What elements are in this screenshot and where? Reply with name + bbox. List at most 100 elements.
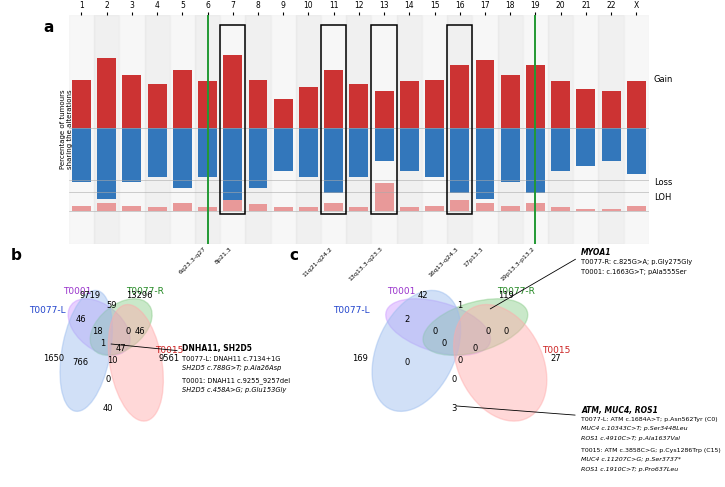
Bar xyxy=(425,128,444,177)
Bar xyxy=(598,15,624,244)
Ellipse shape xyxy=(454,304,547,421)
Bar xyxy=(476,60,494,128)
Ellipse shape xyxy=(60,290,112,412)
Bar xyxy=(627,206,646,211)
Text: ROS1 c.4910C>T; p.Ala1637Val: ROS1 c.4910C>T; p.Ala1637Val xyxy=(581,435,680,441)
Bar xyxy=(576,89,595,128)
Bar xyxy=(198,81,217,128)
Text: 2: 2 xyxy=(405,316,410,324)
Text: T0001: T0001 xyxy=(63,287,91,296)
Bar xyxy=(497,15,523,244)
Text: LOH: LOH xyxy=(654,193,671,202)
Bar xyxy=(123,128,141,183)
Bar xyxy=(223,200,242,211)
Text: T0077-L: T0077-L xyxy=(29,306,66,315)
Bar xyxy=(347,15,371,244)
Bar xyxy=(501,206,520,211)
Bar xyxy=(425,79,444,128)
Bar xyxy=(220,25,245,214)
Text: c: c xyxy=(289,248,298,263)
Bar xyxy=(476,203,494,211)
Bar xyxy=(400,128,419,171)
Text: 0: 0 xyxy=(432,327,438,337)
Bar xyxy=(324,70,343,128)
Bar xyxy=(349,84,368,128)
Bar xyxy=(447,25,473,214)
Text: MUC4 c.10343C>T; p.Ser3448Leu: MUC4 c.10343C>T; p.Ser3448Leu xyxy=(581,426,687,431)
Bar xyxy=(371,25,397,214)
Bar xyxy=(223,128,242,204)
Text: MYOA1: MYOA1 xyxy=(581,248,611,257)
Bar xyxy=(299,87,318,128)
Text: 0: 0 xyxy=(473,344,478,353)
Text: 40: 40 xyxy=(103,404,114,412)
Text: 169: 169 xyxy=(352,354,368,362)
Text: DNHA11, SH2D5: DNHA11, SH2D5 xyxy=(182,344,252,353)
Text: Gain: Gain xyxy=(654,75,674,84)
Bar xyxy=(375,183,394,211)
Text: 0: 0 xyxy=(457,356,463,365)
Bar xyxy=(375,128,394,161)
Bar xyxy=(624,15,649,244)
Bar xyxy=(72,206,91,211)
Bar xyxy=(321,15,347,244)
Bar xyxy=(450,65,469,128)
Text: 11q21-q24.2: 11q21-q24.2 xyxy=(302,246,334,278)
Bar xyxy=(249,128,268,188)
Text: ROS1 c.1910C>T; p.Pro637Leu: ROS1 c.1910C>T; p.Pro637Leu xyxy=(581,467,679,471)
Text: 17p13.3: 17p13.3 xyxy=(463,246,485,268)
Ellipse shape xyxy=(68,299,130,355)
Bar xyxy=(198,207,217,211)
Text: T0001: DNAH11 c.9255_9257del: T0001: DNAH11 c.9255_9257del xyxy=(182,377,290,384)
Bar xyxy=(450,128,469,193)
Bar xyxy=(123,75,141,128)
Bar xyxy=(198,128,217,177)
Text: T0077-L: DNAH11 c.7134+1G: T0077-L: DNAH11 c.7134+1G xyxy=(182,356,280,362)
Text: 0: 0 xyxy=(485,327,490,337)
Bar xyxy=(299,128,318,177)
Text: 3: 3 xyxy=(451,404,456,412)
Bar xyxy=(97,58,116,128)
Bar xyxy=(94,15,120,244)
Bar xyxy=(523,15,548,244)
Bar xyxy=(501,128,520,183)
Bar xyxy=(274,207,293,211)
Text: 1: 1 xyxy=(100,339,105,348)
Text: 27: 27 xyxy=(551,354,561,362)
Bar xyxy=(324,203,343,211)
Text: T0015: T0015 xyxy=(154,346,183,356)
Text: 47: 47 xyxy=(116,344,126,353)
Bar xyxy=(274,99,293,128)
Bar xyxy=(349,128,368,177)
Bar xyxy=(375,91,394,128)
Text: 10: 10 xyxy=(107,356,117,365)
Text: 0: 0 xyxy=(106,375,111,384)
Bar xyxy=(97,203,116,211)
Text: SH2D5 c.788G>T; p.Ala26Asp: SH2D5 c.788G>T; p.Ala26Asp xyxy=(182,365,281,371)
Text: 13q13.3-q23.3: 13q13.3-q23.3 xyxy=(348,246,384,282)
Bar xyxy=(321,25,347,214)
Text: 46: 46 xyxy=(75,316,86,324)
Text: 13296: 13296 xyxy=(126,292,153,300)
Bar xyxy=(249,204,268,211)
Text: T0015: ATM c.3858C>G; p.Cys1286Trp (C15): T0015: ATM c.3858C>G; p.Cys1286Trp (C15) xyxy=(581,448,721,452)
Bar xyxy=(397,15,422,244)
Bar xyxy=(576,128,595,166)
Bar xyxy=(602,208,621,211)
Text: T0077-R: T0077-R xyxy=(126,287,164,296)
Bar xyxy=(349,207,368,211)
Bar xyxy=(195,15,220,244)
Text: T0077-R: T0077-R xyxy=(497,287,535,296)
Bar xyxy=(296,15,321,244)
Text: T0001: T0001 xyxy=(386,287,415,296)
Text: T0015: T0015 xyxy=(542,346,571,356)
Bar xyxy=(447,15,473,244)
Bar xyxy=(422,15,447,244)
Text: 0: 0 xyxy=(405,358,410,367)
Bar xyxy=(400,207,419,211)
Bar xyxy=(123,206,141,211)
Text: 119: 119 xyxy=(499,292,514,300)
Text: 0: 0 xyxy=(126,327,131,337)
Bar xyxy=(148,207,167,211)
Text: 1: 1 xyxy=(457,301,463,310)
